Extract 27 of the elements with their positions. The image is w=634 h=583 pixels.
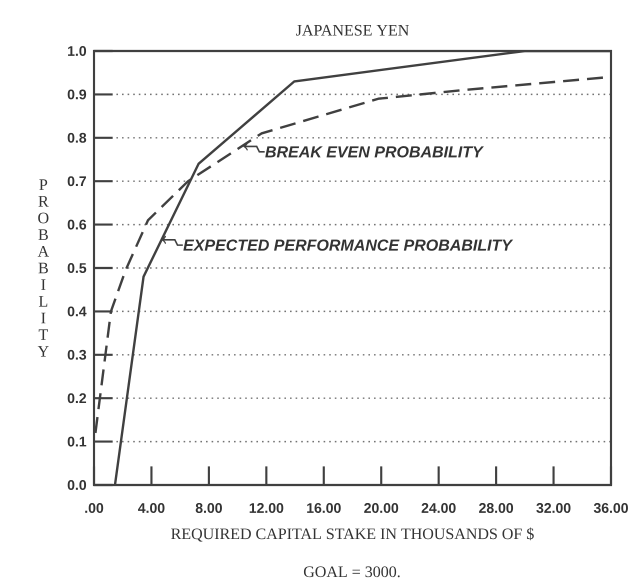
- y-tick-label: 0.0: [68, 480, 86, 490]
- x-tick-label: 32.00: [536, 503, 570, 513]
- x-tick-label: 4.00: [138, 503, 164, 513]
- y-tick-label: 0.1: [68, 436, 86, 447]
- x-tick-label: .00: [85, 503, 104, 513]
- y-tick-label: 0.7: [68, 176, 86, 186]
- x-tick-label: 20.00: [364, 503, 398, 513]
- x-tick-label: 36.00: [594, 503, 628, 513]
- x-tick-label: 16.00: [307, 503, 341, 513]
- y-tick-label: 0.8: [68, 132, 86, 143]
- x-tick-label: 28.00: [479, 503, 514, 513]
- y-tick-label: 0.6: [68, 220, 86, 230]
- y-tick-label: 1.0: [68, 46, 86, 56]
- x-tick-label: 24.00: [422, 503, 456, 513]
- y-tick-label: 0.3: [68, 350, 86, 360]
- annotation: BREAK EVEN PROBABILITY: [265, 146, 484, 158]
- x-tick-label: 8.00: [196, 503, 222, 513]
- chart-title: JAPANESE YEN: [296, 24, 409, 36]
- x-tick-label: 12.00: [250, 503, 284, 513]
- text: GOAL = 3000.: [304, 566, 400, 578]
- y-tick-label: 0.4: [68, 306, 87, 316]
- x-axis-title: REQUIRED CAPITAL STAKE IN THOUSANDS OF $: [171, 527, 534, 542]
- y-tick-label: 0.5: [68, 263, 86, 273]
- text: PROBABILITY: [38, 179, 50, 357]
- annotation: EXPECTED PERFORMANCE PROBABILITY: [183, 239, 514, 251]
- y-tick-label: 0.2: [68, 393, 86, 404]
- y-tick-label: 0.9: [68, 89, 86, 100]
